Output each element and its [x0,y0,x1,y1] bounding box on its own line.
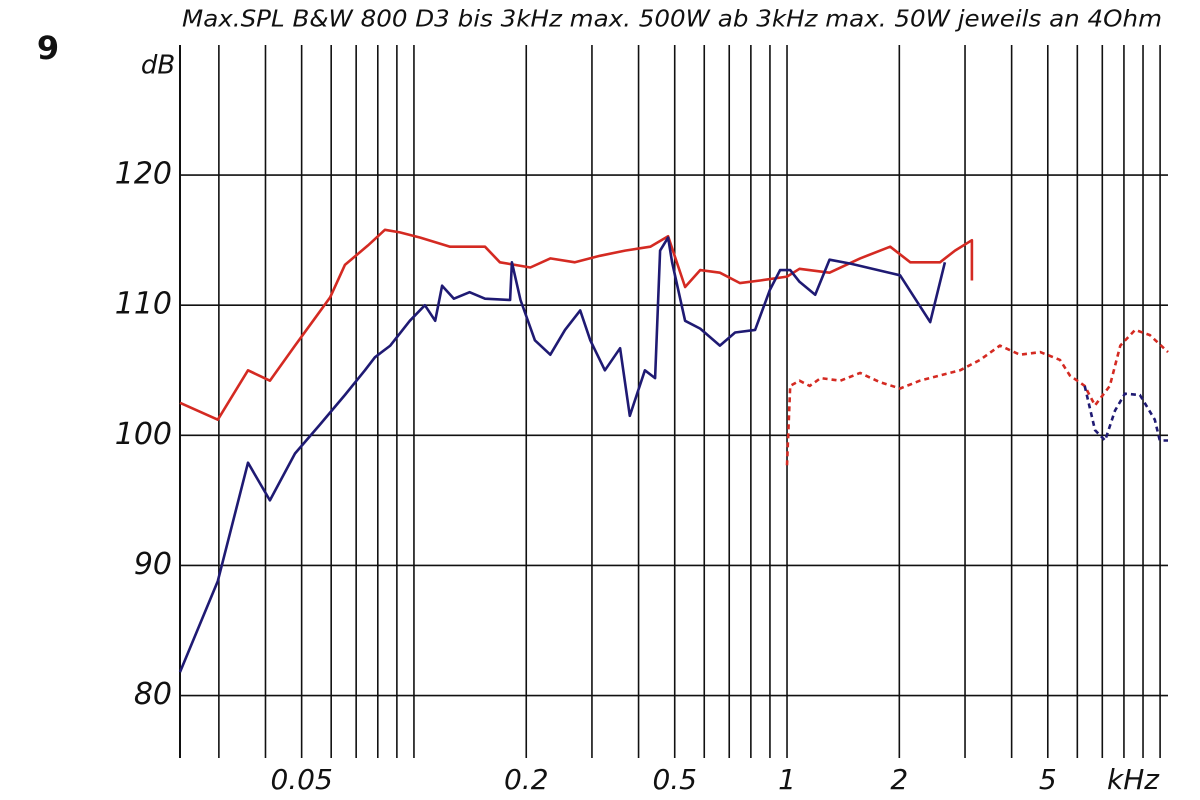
x-tick-label: 0.05 [270,763,332,796]
x-tick-label: 0.2 [504,763,549,796]
y-tick-label: 120 [115,157,172,192]
chart-title: Max.SPL B&W 800 D3 bis 3kHz max. 500W ab… [182,7,1162,33]
x-axis-label: kHz [1107,763,1160,796]
data-line [179,228,974,421]
figure-label: 9 [37,29,59,67]
y-axis-label: dB [141,51,175,81]
x-tick-label: 2 [890,763,908,796]
x-tick-label: 5 [1039,763,1057,796]
x-tick-label: 1 [778,763,796,796]
y-tick-label: 90 [134,547,172,582]
y-tick-label: 110 [115,287,172,322]
y-tick-label: 100 [115,417,172,452]
data-line [178,236,947,673]
y-tick-label: 80 [134,677,172,712]
x-tick-label: 0.5 [652,763,697,796]
data-line [1083,385,1168,442]
